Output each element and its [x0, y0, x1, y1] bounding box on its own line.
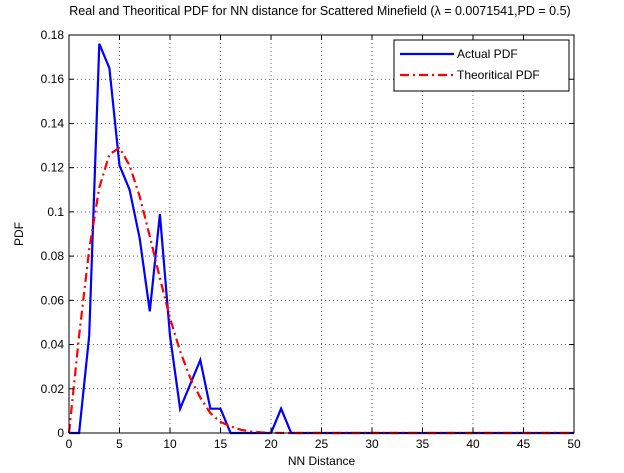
x-tick-label: 5 — [116, 437, 123, 451]
x-tick-label: 15 — [214, 437, 228, 451]
y-tick-label: 0.1 — [47, 205, 64, 219]
legend-box — [393, 39, 570, 92]
axis-ticks: 0 5 10 15 20 25 30 35 40 45 50 0 0.02 0.04 0.06 0.08 0.1… — [41, 28, 581, 451]
x-tick-label: 10 — [163, 437, 177, 451]
x-tick-label: 0 — [66, 437, 73, 451]
x-tick-label: 45 — [517, 437, 531, 451]
chart-title: Real and Theoritical PDF for NN distance… — [69, 4, 570, 18]
y-axis-label: PDF — [12, 222, 26, 246]
y-tick-label: 0.04 — [41, 338, 65, 352]
legend-label-actual-pdf: Actual PDF — [457, 47, 518, 61]
x-tick-label: 30 — [365, 437, 379, 451]
y-tick-label: 0.18 — [41, 28, 65, 42]
x-tick-label: 25 — [315, 437, 329, 451]
x-axis-label: NN Distance — [288, 454, 356, 468]
x-tick-label: 50 — [567, 437, 581, 451]
grid-lines — [69, 35, 574, 433]
x-tick-label: 20 — [264, 437, 278, 451]
y-tick-label: 0 — [57, 426, 64, 440]
y-tick-label: 0.14 — [41, 116, 65, 130]
y-tick-label: 0.02 — [41, 382, 65, 396]
legend-label-theoritical-pdf: Theoritical PDF — [457, 68, 540, 82]
plot-area — [69, 35, 574, 433]
x-tick-label: 35 — [416, 437, 430, 451]
x-tick-label: 40 — [466, 437, 480, 451]
y-tick-label: 0.16 — [41, 72, 65, 86]
y-tick-label: 0.12 — [41, 161, 65, 175]
y-tick-label: 0.08 — [41, 249, 65, 263]
y-tick-label: 0.06 — [41, 293, 65, 307]
legend: Actual PDF Theoritical PDF — [393, 39, 570, 92]
